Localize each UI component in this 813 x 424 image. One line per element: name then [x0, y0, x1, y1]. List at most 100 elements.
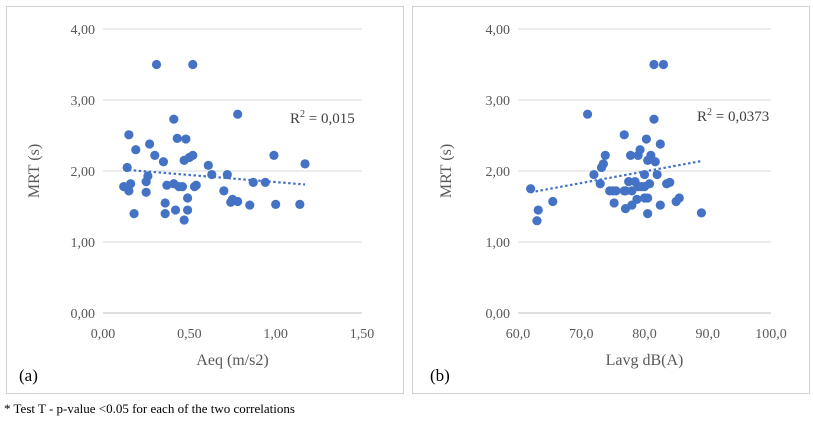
data-point-a-45: [162, 180, 172, 190]
data-point-a-27: [219, 186, 229, 196]
data-point-a-26: [141, 187, 151, 197]
r-squared-sup-b: 2: [707, 107, 712, 118]
data-point-b-44: [639, 193, 650, 203]
x-tick-label-b-4: 100,0: [755, 327, 787, 342]
data-point-a-42: [179, 215, 189, 225]
data-point-b-3: [649, 114, 659, 124]
data-point-b-9: [625, 150, 636, 160]
chart-panel-a: 0,00 1,00 2,00 3,00 4,00 0,00 0,50 1,00 1,50 R2 =…: [6, 6, 404, 394]
y-tick-label-a-4: 4,00: [71, 23, 96, 38]
x-tick-label-b-1: 70,0: [569, 327, 594, 342]
data-point-b-15: [596, 162, 607, 173]
data-point-b-20: [652, 169, 662, 180]
data-point-b-4: [619, 130, 629, 140]
data-point-a-16: [158, 157, 169, 167]
r-squared-prefix-b: R: [697, 109, 707, 125]
y-axis-label-a: MRT (s): [26, 144, 43, 198]
data-point-a-36: [245, 200, 255, 210]
trendline-a: [123, 168, 306, 186]
data-point-a-12: [131, 145, 141, 155]
data-point-b-1: [658, 59, 669, 70]
y-tick-label-b-0: 0,00: [486, 307, 511, 322]
data-point-a-9: [150, 150, 160, 160]
data-point-b-37: [655, 200, 665, 210]
data-point-a-31: [124, 186, 134, 196]
data-point-b-40: [548, 196, 558, 207]
y-tick-label-b-1: 1,00: [486, 236, 511, 251]
data-point-b-8: [600, 150, 610, 160]
data-point-b-10: [633, 150, 643, 160]
data-point-b-47: [643, 209, 653, 219]
data-point-b-13: [643, 155, 653, 165]
scatter-chart-b: 0,00 1,00 2,00 3,00 4,00 60,0 70,0 80,0 90,0 100,…: [430, 23, 787, 385]
chart-panel-b: 0,00 1,00 2,00 3,00 4,00 60,0 70,0 80,0 90,0 100,…: [412, 6, 810, 394]
data-point-b-28: [627, 186, 637, 196]
data-point-a-4: [124, 130, 134, 140]
data-point-a-30: [183, 193, 193, 203]
data-point-b-48: [696, 208, 707, 218]
r-squared-sup-a: 2: [300, 109, 305, 120]
data-point-a-47: [184, 152, 194, 163]
data-point-a-39: [183, 205, 193, 215]
data-point-a-5: [145, 139, 155, 149]
data-point-b-41: [609, 198, 619, 208]
data-point-a-6: [172, 133, 182, 143]
x-tick-label-a-3: 1,50: [350, 327, 375, 342]
data-point-a-37: [226, 197, 236, 207]
data-point-a-23: [177, 182, 188, 192]
y-tick-label-a-0: 0,00: [71, 307, 96, 322]
y-tick-label-a-3: 3,00: [71, 94, 96, 109]
data-point-a-1: [188, 59, 198, 70]
data-point-b-16: [589, 169, 599, 180]
data-point-a-46: [191, 180, 201, 190]
panel-label-b: (b): [430, 366, 450, 385]
data-point-a-0: [151, 59, 162, 70]
data-point-b-43: [627, 200, 637, 210]
data-point-a-3: [233, 109, 243, 119]
data-point-a-41: [160, 209, 170, 219]
data-point-a-7: [181, 134, 191, 144]
data-point-b-6: [641, 134, 651, 144]
data-point-a-35: [203, 160, 213, 170]
y-tick-label-b-3: 3,00: [486, 94, 511, 109]
r-squared-value-a: = 0,015: [305, 111, 355, 127]
data-point-b-31: [665, 177, 675, 187]
data-point-b-18: [624, 177, 634, 187]
data-point-a-19: [141, 177, 151, 187]
data-point-b-0: [649, 59, 659, 70]
data-point-a-20: [126, 179, 136, 189]
data-point-a-2: [169, 114, 179, 124]
data-point-b-34: [620, 186, 631, 196]
data-point-a-29: [260, 177, 270, 187]
x-tick-label-b-0: 60,0: [506, 327, 531, 342]
x-tick-label-a-2: 1,00: [263, 327, 288, 342]
x-tick-label-a-0: 0,00: [91, 327, 116, 342]
footnote: * Test T - p-value <0.05 for each of the…: [4, 401, 295, 416]
x-axis-label-b: Lavg dB(A): [606, 352, 684, 369]
data-point-b-30: [639, 182, 650, 192]
data-point-a-11: [269, 150, 279, 160]
data-point-b-12: [650, 157, 660, 167]
x-tick-label-b-3: 90,0: [696, 327, 721, 342]
data-point-a-34: [233, 196, 243, 207]
data-point-a-38: [170, 205, 181, 215]
x-axis-label-a: Aeq (m/s2): [196, 352, 268, 369]
y-tick-label-a-2: 2,00: [71, 165, 96, 180]
data-point-b-7: [655, 139, 665, 149]
data-point-a-14: [300, 159, 310, 169]
trendline-b: [530, 159, 702, 194]
x-tick-label-a-1: 0,50: [177, 327, 202, 342]
data-point-a-32: [160, 198, 170, 208]
x-tick-label-b-2: 80,0: [632, 327, 657, 342]
y-tick-label-b-4: 4,00: [486, 23, 511, 38]
data-point-b-39: [674, 193, 684, 203]
data-point-b-17: [639, 169, 650, 180]
data-point-b-32: [605, 186, 615, 196]
data-point-b-33: [611, 186, 621, 196]
data-point-b-45: [533, 205, 543, 215]
data-point-b-2: [582, 109, 593, 119]
r-squared-label-a: R2 = 0,015: [290, 109, 355, 127]
data-point-a-43: [271, 199, 281, 209]
r-squared-label-b: R2 = 0,0373: [697, 107, 769, 125]
r-squared-value-b: = 0,0373: [712, 109, 769, 125]
